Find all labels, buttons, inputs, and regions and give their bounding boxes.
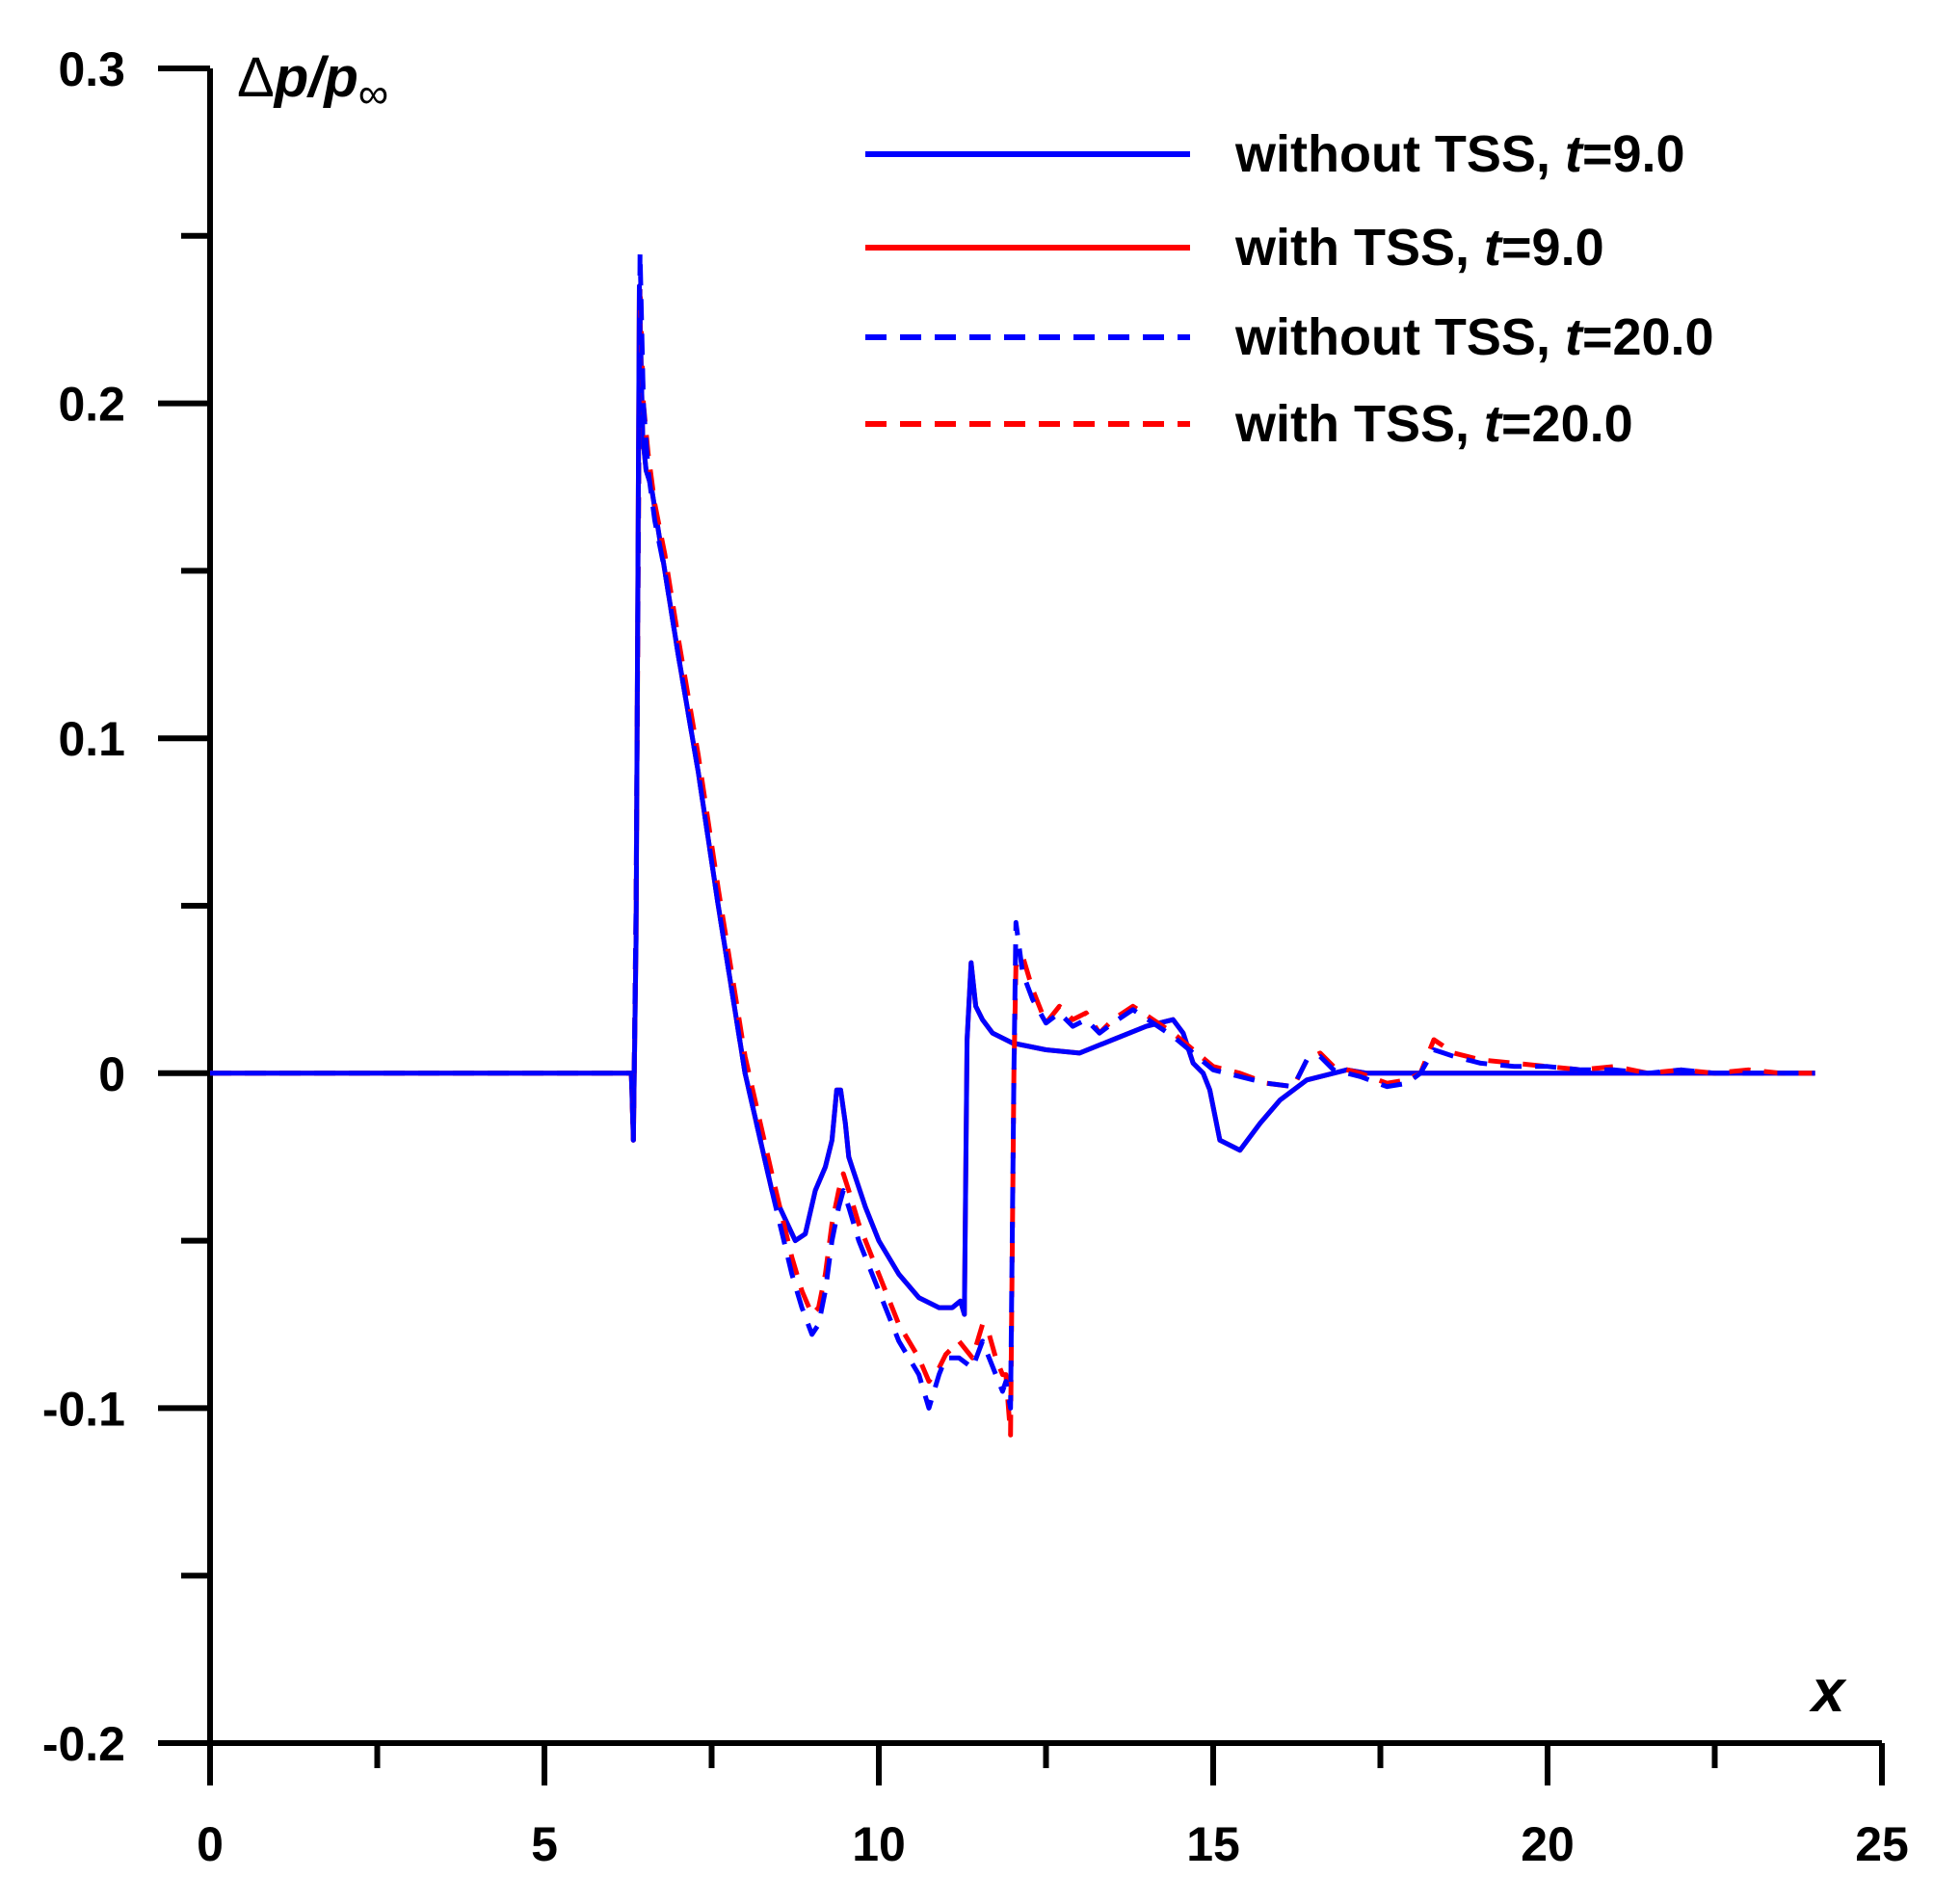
legend-label-pre: with TSS, [1234, 395, 1484, 453]
x-axis-title: x [1809, 1658, 1847, 1725]
legend-label-t: t [1484, 395, 1503, 453]
y-axis-title-p2: p [322, 46, 357, 109]
legend-label-1: without TSS, t=9.0 [1234, 125, 1685, 183]
legend-label-0: with TSS, t=9.0 [1234, 219, 1604, 277]
legend-label-post: =9.0 [1582, 125, 1685, 183]
y-axis-title: Δp/p∞ [237, 46, 388, 118]
y-tick-label: 0.1 [58, 712, 125, 766]
legend-label-2: with TSS, t=20.0 [1234, 395, 1633, 453]
y-tick-label: 0.3 [58, 42, 125, 96]
legend-label-post: =20.0 [1501, 395, 1633, 453]
legend-label-pre: without TSS, [1234, 308, 1565, 366]
y-tick-label: 0 [98, 1047, 125, 1101]
legend-label-3: without TSS, t=20.0 [1234, 308, 1714, 366]
legend-label-post: =20.0 [1582, 308, 1714, 366]
legend-label-t: t [1565, 308, 1584, 366]
x-tick-label: 25 [1855, 1817, 1909, 1871]
y-tick-label: 0.2 [58, 378, 125, 432]
tick-marks [158, 66, 1885, 1785]
tick-labels: 0 5 10 15 20 25 -0.2 -0.1 0 0.1 0.2 0.3 [42, 42, 1909, 1871]
legend-label-pre: with TSS, [1234, 219, 1484, 277]
y-axis-title-p: p [273, 46, 308, 109]
series-line-2 [210, 283, 1815, 1438]
legend-label-t: t [1484, 219, 1503, 277]
x-tick-label: 0 [197, 1817, 224, 1871]
x-tick-label: 5 [531, 1817, 558, 1871]
series-line-3 [210, 250, 1815, 1411]
legend-label-pre: without TSS, [1234, 125, 1565, 183]
y-axis-title-sub: ∞ [358, 70, 388, 118]
legend-label-post: =9.0 [1501, 219, 1604, 277]
y-tick-label: -0.2 [42, 1717, 125, 1771]
x-tick-label: 20 [1521, 1817, 1575, 1871]
x-tick-label: 15 [1186, 1817, 1240, 1871]
y-axis-title-delta: Δ [237, 46, 275, 109]
series-layer [210, 250, 1815, 1438]
legend-label-t: t [1565, 125, 1584, 183]
x-tick-label: 10 [852, 1817, 906, 1871]
y-tick-label: -0.1 [42, 1382, 125, 1436]
